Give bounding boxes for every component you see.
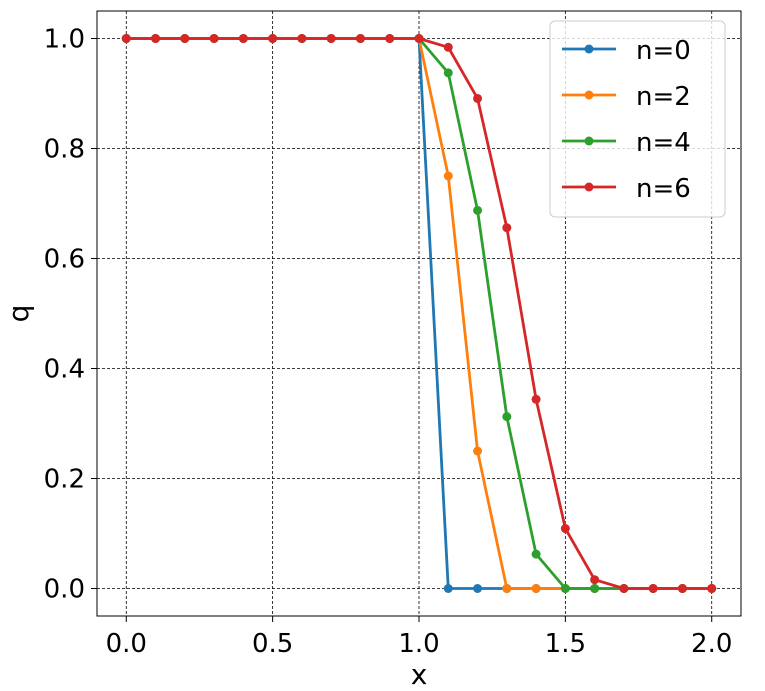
data-point bbox=[297, 34, 307, 43]
legend-box bbox=[549, 20, 726, 218]
legend-item: n=4 bbox=[562, 128, 691, 158]
x-tick-label: 1.0 bbox=[398, 629, 439, 659]
data-point bbox=[268, 34, 278, 43]
data-point bbox=[531, 549, 541, 559]
legend-item: n=2 bbox=[562, 82, 691, 112]
data-series bbox=[121, 34, 717, 593]
data-point bbox=[180, 34, 190, 43]
x-tick-label: 0.5 bbox=[252, 629, 293, 659]
legend-item: n=6 bbox=[562, 174, 691, 204]
legend-label: n=0 bbox=[636, 36, 691, 66]
data-point bbox=[677, 584, 687, 593]
data-point bbox=[473, 446, 483, 456]
data-point bbox=[443, 584, 453, 593]
legend: n=0 n=2 n=4 n=6 bbox=[549, 20, 726, 218]
data-point bbox=[619, 584, 629, 593]
data-point bbox=[590, 584, 600, 593]
x-tick-label: 2.0 bbox=[691, 629, 732, 659]
x-axis-label: x bbox=[411, 658, 428, 691]
data-point bbox=[502, 412, 512, 422]
plot-area-frame bbox=[96, 10, 742, 617]
data-point bbox=[414, 34, 424, 43]
data-point bbox=[443, 42, 453, 52]
data-point bbox=[443, 68, 453, 78]
data-point bbox=[385, 34, 395, 43]
legend-label: n=6 bbox=[636, 174, 691, 204]
legend-swatch-marker bbox=[584, 90, 594, 100]
data-point bbox=[648, 584, 658, 593]
legend-swatch-marker bbox=[584, 182, 594, 192]
data-point bbox=[531, 584, 541, 593]
y-tick-label: 0.6 bbox=[44, 245, 85, 275]
legend-item: n=0 bbox=[562, 36, 691, 66]
data-point bbox=[121, 34, 131, 43]
data-point bbox=[502, 223, 512, 233]
data-point bbox=[209, 34, 219, 43]
data-point bbox=[560, 524, 570, 534]
y-axis-label: q bbox=[2, 305, 35, 323]
data-point bbox=[590, 575, 600, 585]
data-point bbox=[473, 584, 483, 593]
data-point bbox=[355, 34, 365, 43]
y-tick-label: 0.4 bbox=[44, 355, 85, 385]
legend-swatch-marker bbox=[584, 44, 594, 54]
x-tick-label: 1.5 bbox=[545, 629, 586, 659]
data-point bbox=[531, 394, 541, 404]
data-point bbox=[443, 171, 453, 181]
y-tick-label: 0.8 bbox=[44, 135, 85, 165]
data-point bbox=[151, 34, 161, 43]
x-tick-label: 0.0 bbox=[106, 629, 147, 659]
data-point bbox=[473, 93, 483, 103]
legend-label: n=4 bbox=[636, 128, 691, 158]
y-tick-label: 0.0 bbox=[44, 575, 85, 605]
y-tick-label: 0.2 bbox=[44, 465, 85, 495]
data-point bbox=[502, 584, 512, 593]
data-point bbox=[238, 34, 248, 43]
axis-ticks: 0.0 0.5 1.0 1.5 2.0 0.0 0.2 0.4 0.6 0.8 1.0 bbox=[44, 25, 733, 660]
y-tick-label: 1.0 bbox=[44, 25, 85, 55]
data-point bbox=[707, 584, 717, 593]
legend-swatch-marker bbox=[584, 136, 594, 146]
data-point bbox=[473, 205, 483, 215]
series-n=6 bbox=[121, 34, 717, 593]
data-point bbox=[560, 584, 570, 593]
legend-label: n=2 bbox=[636, 82, 691, 112]
data-point bbox=[326, 34, 336, 43]
